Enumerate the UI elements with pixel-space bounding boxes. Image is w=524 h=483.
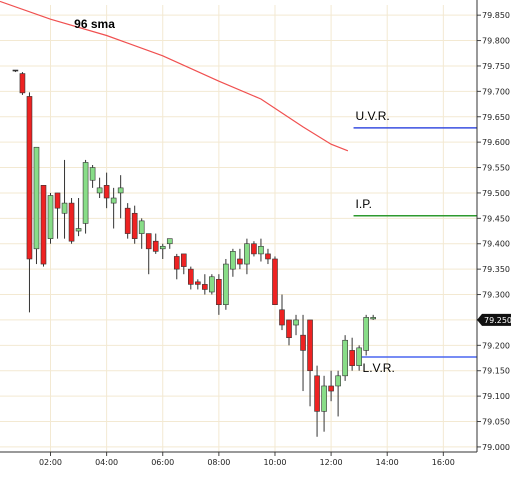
candle-body bbox=[96, 187, 103, 194]
level-label: I.P. bbox=[356, 197, 372, 211]
candle-body bbox=[223, 263, 229, 305]
candle-body bbox=[293, 319, 299, 326]
candle-body bbox=[138, 220, 145, 234]
candle-body bbox=[33, 146, 40, 250]
candle-body bbox=[209, 276, 215, 293]
candle-body bbox=[265, 253, 271, 260]
candle-body bbox=[202, 284, 208, 290]
y-tick-label: 79.650 bbox=[482, 113, 510, 122]
candle-body bbox=[237, 258, 243, 265]
x-tick-label: 12:00 bbox=[320, 458, 343, 467]
candle-body bbox=[145, 233, 152, 250]
candle-body bbox=[195, 281, 201, 285]
grid bbox=[0, 5, 477, 452]
candle-body bbox=[152, 240, 159, 252]
candle-body bbox=[159, 245, 166, 250]
candle-body bbox=[166, 238, 173, 245]
candle-body bbox=[124, 207, 131, 234]
candle-body bbox=[117, 187, 124, 194]
candle-body bbox=[54, 192, 61, 209]
candle-body bbox=[89, 167, 96, 181]
candle-body bbox=[68, 202, 75, 242]
last-price-label: 79.250 bbox=[484, 316, 512, 325]
x-tick-label: 06:00 bbox=[151, 458, 174, 467]
x-tick-label: 14:00 bbox=[376, 458, 399, 467]
level-layer bbox=[353, 127, 477, 358]
candle-body bbox=[173, 256, 180, 270]
candle-body bbox=[110, 197, 117, 204]
candle-body bbox=[328, 385, 334, 392]
candle-body bbox=[258, 245, 264, 255]
candle-body bbox=[251, 243, 257, 255]
y-tick-label: 79.500 bbox=[482, 189, 510, 198]
candle-body bbox=[188, 268, 194, 285]
y-tick-label: 79.700 bbox=[482, 87, 510, 96]
y-tick-label: 79.600 bbox=[482, 138, 510, 147]
y-tick-label: 79.300 bbox=[482, 291, 510, 300]
annotation-layer: 96 sma U.V.R. I.P. L.V.R. bbox=[74, 17, 395, 375]
candle-body bbox=[244, 243, 250, 265]
candle-body bbox=[216, 278, 222, 305]
candle-layer bbox=[12, 69, 376, 437]
candle-body bbox=[103, 185, 110, 199]
y-tick-label: 79.800 bbox=[482, 37, 510, 46]
y-tick-label: 79.400 bbox=[482, 240, 510, 249]
candle-body bbox=[349, 350, 355, 366]
candle-body bbox=[286, 319, 292, 339]
candle-body bbox=[19, 73, 26, 94]
candle-body bbox=[300, 334, 306, 351]
candle-body bbox=[230, 251, 236, 270]
x-tick-label: 04:00 bbox=[95, 458, 118, 467]
candle-body bbox=[26, 96, 33, 260]
candle-body bbox=[75, 228, 82, 232]
sma-line bbox=[0, 0, 349, 152]
y-tick-label: 79.000 bbox=[482, 443, 510, 452]
last-price-badge bbox=[477, 313, 511, 326]
y-tick-label: 79.350 bbox=[482, 265, 510, 274]
y-tick-label: 79.550 bbox=[482, 164, 510, 173]
candle-body bbox=[370, 317, 376, 320]
candle-body bbox=[40, 185, 47, 265]
y-tick-label: 79.100 bbox=[482, 392, 510, 401]
candle-body bbox=[180, 253, 187, 267]
candle-body bbox=[342, 339, 348, 377]
candle-body bbox=[272, 258, 278, 305]
candle-body bbox=[12, 69, 19, 72]
y-tick-label: 79.850 bbox=[482, 11, 510, 20]
candle-body bbox=[314, 375, 320, 412]
candle-body bbox=[61, 202, 68, 214]
x-tick-label: 10:00 bbox=[263, 458, 286, 467]
sma-label: 96 sma bbox=[74, 17, 115, 31]
axis-layer: 79.000 79.050 79.100 79.150 79.200 79.250 79.3… bbox=[0, 0, 512, 467]
candle-body bbox=[363, 317, 369, 351]
y-tick-label: 79.750 bbox=[482, 62, 510, 71]
level-label: L.V.R. bbox=[363, 361, 395, 375]
candle-body bbox=[321, 385, 327, 412]
candle-body bbox=[307, 319, 313, 372]
candle-body bbox=[131, 212, 138, 239]
y-tick-label: 79.050 bbox=[482, 418, 510, 427]
level-label: U.V.R. bbox=[356, 109, 390, 123]
sma-layer bbox=[0, 0, 349, 152]
x-tick-label: 02:00 bbox=[39, 458, 62, 467]
candle-body bbox=[47, 195, 54, 239]
x-tick-label: 16:00 bbox=[432, 458, 455, 467]
candle-body bbox=[279, 309, 285, 326]
y-tick-label: 79.450 bbox=[482, 214, 510, 223]
candle-body bbox=[82, 162, 89, 224]
y-tick-label: 79.150 bbox=[482, 367, 510, 376]
candle-body bbox=[335, 375, 341, 387]
x-tick-label: 08:00 bbox=[207, 458, 230, 467]
candle-body bbox=[356, 347, 362, 366]
y-tick-label: 79.200 bbox=[482, 341, 510, 350]
